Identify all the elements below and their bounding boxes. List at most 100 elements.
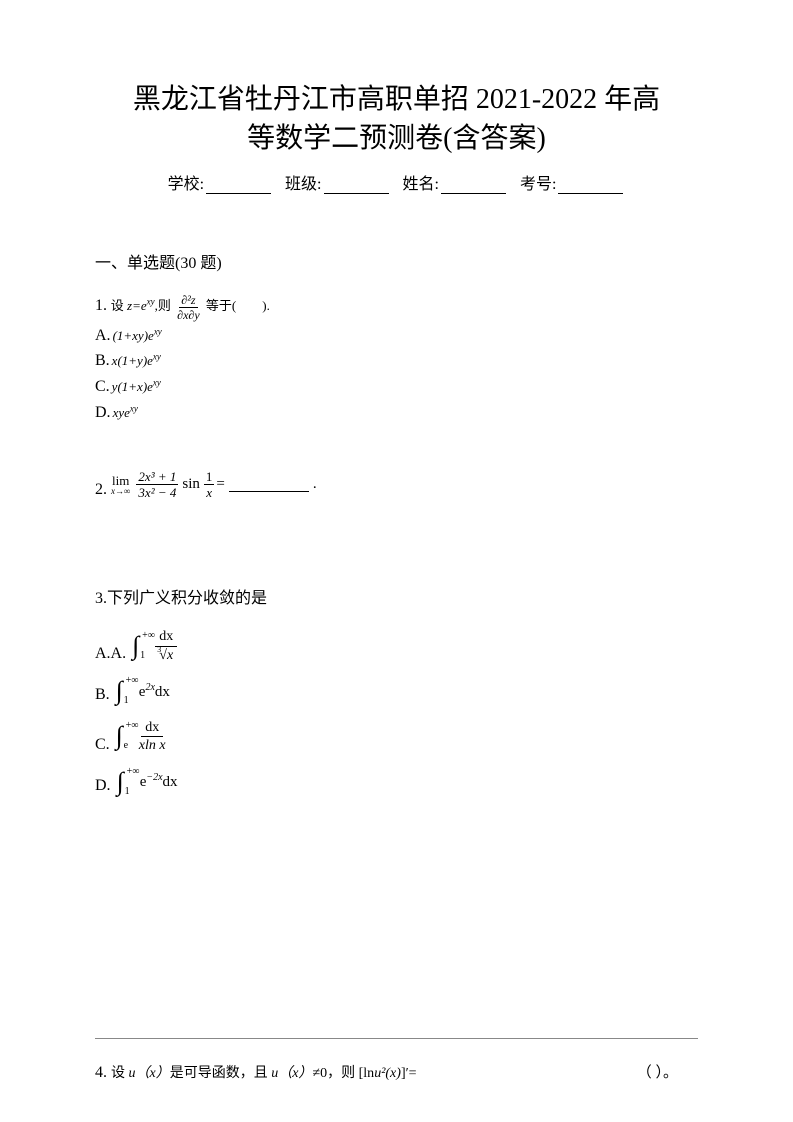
q3-number: 3. [95,590,107,607]
q3-a-frac: dx 3 √x [155,629,177,663]
q2-frac2-bot: x [206,485,212,499]
q3-option-b: B. ∫ +∞ 1 e2xdx [95,678,698,704]
school-label: 学校: [168,176,204,193]
q3-b-sup: 2x [145,682,154,693]
q1-mid: ,则 [155,298,171,313]
q1-d-text: xye [113,405,130,420]
q3-a-root: √x [159,648,173,663]
q1-option-c: C.y(1+x)exy [95,374,698,400]
q2-period: . [313,476,317,493]
q2-number: 2. [95,481,107,499]
q2-lim: lim x→∞ [111,474,130,496]
q1-option-d: D.xyexy [95,400,698,426]
q3-d-integral: ∫ +∞ 1 e−2xdx [117,769,178,795]
q4-text2: 是可导函数，且 [170,1066,272,1081]
q3-c-upper: +∞ [126,721,139,731]
q2-sin: sin [182,476,200,493]
q3-c-frac: dx xln x [139,720,166,754]
q2-frac2-top: 1 [204,470,215,485]
q2-frac2: 1 x [204,470,215,499]
q1-stem: 1. 设 z=exy,则 ∂²z ∂x∂y 等于( ). [95,293,698,321]
q3-d-upper: +∞ [127,767,140,777]
q3-d-dx: dx [163,774,178,790]
question-1: 1. 设 z=exy,则 ∂²z ∂x∂y 等于( ). A.(1+xy)exy… [95,293,698,425]
q3-a-label: A.A. [95,645,126,663]
q1-partial-fraction: ∂²z ∂x∂y [177,294,200,321]
q3-c-label: C. [95,736,110,754]
q1-partial-bot: ∂x∂y [177,308,200,321]
q3-b-body: e2xdx [139,682,170,701]
number-label: 考号: [520,176,556,193]
question-2: 2. lim x→∞ 2x³ + 1 3x² − 4 sin 1 x = . [95,470,698,499]
question-3: 3.下列广义积分收敛的是 A.A. ∫ +∞ 1 dx 3 √x [95,584,698,795]
q1-b-sup: xy [153,352,161,362]
q3-b-upper: +∞ [126,676,139,686]
q3-c-lower: e [124,741,128,751]
q1-c-sup: xy [153,378,161,388]
q3-a-integral: ∫ +∞ 1 dx 3 √x [132,628,177,663]
q3-b-lower: 1 [124,696,129,706]
student-info-line: 学校: 班级: 姓名: 考号: [95,170,698,194]
q1-d-label: D. [95,404,111,421]
q2-lim-top: lim [112,474,129,487]
class-label: 班级: [285,176,321,193]
question-4: 4. 设 u（x）是可导函数，且 u（x）≠0，则 [lnu²(x)]′= （ … [95,1038,698,1082]
q3-option-d: D. ∫ +∞ 1 e−2xdx [95,769,698,795]
q3-a-upper: +∞ [142,631,155,641]
q3-c-top: dx [141,720,163,737]
q3-b-label: B. [95,686,110,704]
number-blank [558,176,623,194]
q4-number: 4. [95,1064,107,1082]
q1-a-label: A. [95,327,111,344]
section-header: 一、单选题(30 题) [95,249,698,273]
q4-prime: ]′= [401,1066,417,1081]
q3-a-lower: 1 [140,651,145,661]
q1-prefix: 设 [111,298,127,313]
q1-b-text: x(1+y)e [112,353,153,368]
q3-stem: 3.下列广义积分收敛的是 [95,584,698,608]
q4-neq: ≠0，则 [312,1066,358,1081]
q3-c-bot: xln x [139,737,166,753]
q4-stem: 4. 设 u（x）是可导函数，且 u（x）≠0，则 [lnu²(x)]′= （ … [95,1061,698,1082]
q1-option-b: B.x(1+y)exy [95,348,698,374]
q1-zsup: xy [147,297,155,307]
q3-a-bot: 3 √x [159,647,173,663]
q3-b-integral: ∫ +∞ 1 e2xdx [116,678,170,704]
q1-zeq: z=e [127,298,147,313]
q1-c-label: C. [95,378,110,395]
class-blank [324,176,389,194]
q2-frac1-bot: 3x² − 4 [138,485,176,499]
title-line-1: 黑龙江省牡丹江市高职单招 2021-2022 年高 [95,80,698,119]
q1-a-sup: xy [154,327,162,337]
q1-b-label: B. [95,352,110,369]
integral-icon: ∫ +∞ 1 [117,769,124,795]
q4-ux: u（x） [129,1066,170,1081]
q1-c-text: y(1+x)e [112,379,153,394]
name-label: 姓名: [403,176,439,193]
q4-ux2: u（x） [271,1066,312,1081]
q2-frac1: 2x³ + 1 3x² − 4 [136,470,178,499]
q2-lim-sub: x→∞ [111,487,130,496]
integral-icon: ∫ +∞ 1 [116,678,123,704]
q1-d-sup: xy [130,403,138,413]
q3-text: 下列广义积分收敛的是 [107,590,267,607]
q4-ln: [ln [359,1066,375,1081]
q3-b-dx: dx [155,684,170,700]
title-line-2: 等数学二预测卷(含答案) [95,119,698,158]
q2-math: lim x→∞ 2x³ + 1 3x² − 4 sin 1 x = . [111,470,317,499]
q3-d-body: e−2xdx [140,772,178,791]
q2-frac1-top: 2x³ + 1 [136,470,178,485]
q1-suffix: 等于( ). [206,298,270,313]
q3-d-sup: −2x [146,772,162,783]
integral-icon: ∫ +∞ 1 [132,633,139,659]
page-title: 黑龙江省牡丹江市高职单招 2021-2022 年高 等数学二预测卷(含答案) [95,80,698,158]
q3-d-lower: 1 [125,787,130,797]
q4-u2: u²(x) [374,1066,401,1081]
name-blank [441,176,506,194]
q1-number: 1. [95,297,107,314]
q2-equals: = [216,476,224,493]
q1-a-text: (1+xy)e [113,328,154,343]
q1-partial-top: ∂²z [179,294,197,308]
q3-option-c: C. ∫ +∞ e dx xln x [95,719,698,754]
q4-text1: 设 [111,1066,129,1081]
